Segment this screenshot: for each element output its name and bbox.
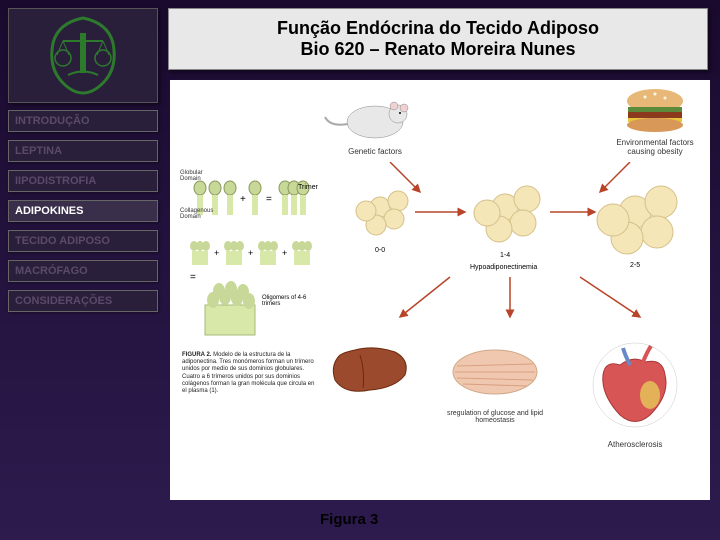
- svg-text:+: +: [214, 248, 219, 258]
- organs-panel: sregulation of glucose and lipid homeost…: [320, 340, 700, 490]
- title-line-2: Bio 620 – Renato Moreira Nunes: [300, 39, 575, 60]
- trimer-diagram: + = + + + =: [180, 170, 320, 345]
- glucose-label: sregulation of glucose and lipid homeost…: [440, 410, 550, 424]
- figure2-title: FIGURA 2.: [182, 352, 211, 358]
- svg-text:=: =: [266, 194, 272, 205]
- nav-macrofago[interactable]: MACRÓFAGO: [8, 260, 158, 282]
- figure-caption: Figura 3: [320, 511, 378, 528]
- logo-container: [8, 8, 158, 103]
- muscle-block: sregulation of glucose and lipid homeost…: [440, 340, 550, 490]
- svg-text:=: =: [190, 272, 196, 283]
- nav-introducao[interactable]: INTRODUÇÃO: [8, 110, 158, 132]
- nav-consideracoes[interactable]: CONSIDERAÇÕES: [8, 290, 158, 312]
- adipocyte-diagram: 0-0 1-4 Hypoadiponectinemia 2-5: [320, 162, 700, 322]
- env-label: Environmental factors causing obesity: [610, 138, 700, 156]
- title-line-1: Função Endócrina do Tecido Adiposo: [277, 18, 599, 39]
- adipocyte-panel: 0-0 1-4 Hypoadiponectinemia 2-5: [320, 162, 700, 322]
- adiponectin-structure-panel: + = + + + =: [180, 170, 320, 470]
- liver-icon: [325, 340, 415, 400]
- figure2-body: Modelo de la estructura de la adiponecti…: [182, 352, 314, 394]
- genetic-label: Genetic factors: [320, 147, 430, 156]
- nav-lipodistrofia[interactable]: IIPODISTROFIA: [8, 170, 158, 192]
- svg-text:+: +: [240, 194, 246, 205]
- trimer-label: Trimer: [298, 184, 318, 191]
- heart-block: Atherosclerosis: [570, 340, 700, 490]
- burger-icon: [610, 83, 700, 133]
- svg-text:Hypoadiponectinemia: Hypoadiponectinemia: [470, 264, 537, 271]
- heart-icon: [575, 340, 695, 435]
- nav-adipokines[interactable]: ADIPOKINES: [8, 200, 158, 222]
- top-panel: Genetic factors Environmental factors ca…: [320, 86, 700, 156]
- globular-label: Globular Domain: [180, 170, 218, 182]
- collagen-label: Collagenous Domain: [180, 208, 222, 220]
- nav-tecido-adiposo[interactable]: TECIDO ADIPOSO: [8, 230, 158, 252]
- svg-text:+: +: [248, 248, 253, 258]
- emblem-logo: [38, 13, 128, 98]
- burger-block: Environmental factors causing obesity: [610, 83, 700, 156]
- sidebar-nav: INTRODUÇÃO LEPTINA IIPODISTROFIA ADIPOKI…: [8, 110, 158, 312]
- muscle-icon: [445, 340, 545, 405]
- oligomer-label: Oligomers of 4-6 trimers: [262, 295, 312, 307]
- svg-text:+: +: [282, 248, 287, 258]
- figure2-caption: FIGURA 2. Modelo de la estructura de la …: [182, 352, 318, 395]
- nav-leptina[interactable]: LEPTINA: [8, 140, 158, 162]
- liver-block: [320, 340, 420, 490]
- svg-text:2-5: 2-5: [630, 262, 640, 269]
- mouse-block: Genetic factors: [320, 92, 430, 156]
- title-header: Função Endócrina do Tecido Adiposo Bio 6…: [168, 8, 708, 70]
- content-area: Genetic factors Environmental factors ca…: [170, 80, 710, 500]
- athero-label: Atherosclerosis: [570, 440, 700, 449]
- svg-text:0-0: 0-0: [375, 247, 385, 254]
- mouse-icon: [320, 92, 430, 142]
- svg-text:1-4: 1-4: [500, 252, 510, 259]
